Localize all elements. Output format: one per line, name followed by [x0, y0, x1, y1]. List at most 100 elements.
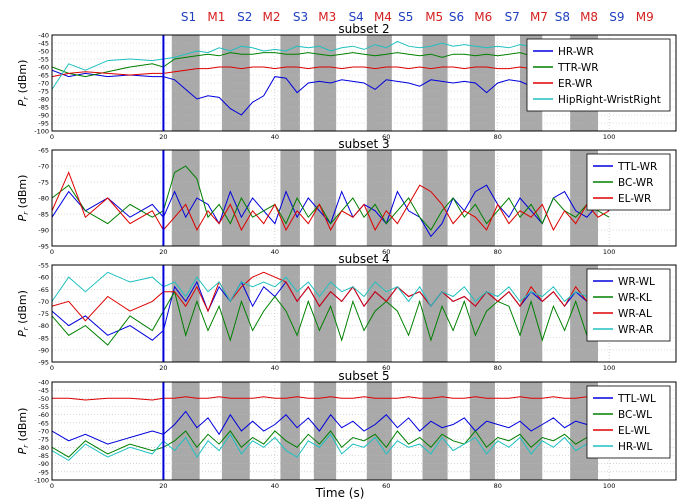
x-tick-label: 20	[159, 248, 167, 256]
y-tick-label: -40	[38, 32, 49, 40]
series-line-er-wr	[52, 66, 610, 78]
x-tick-label: 100	[603, 364, 615, 372]
legend-label: WR-AR	[618, 324, 653, 336]
shaded-interval	[520, 150, 543, 246]
shaded-interval	[469, 265, 495, 362]
panel-subset-5: -100-95-90-85-80-75-70-65-60-55-50-45-40…	[16, 369, 677, 490]
panel-title: subset 2	[338, 22, 389, 36]
x-tick-label: 0	[50, 248, 54, 256]
y-axis-label: Pr (dBm)	[16, 290, 30, 337]
panels: -100-95-90-85-80-75-70-65-60-55-50-45-40…	[16, 22, 677, 490]
marker-label-m5: M5	[425, 10, 443, 24]
legend-label: BC-WL	[618, 409, 652, 421]
y-tick-label: -45	[38, 40, 49, 48]
y-tick-label: -65	[38, 419, 49, 427]
x-tick-label: 20	[159, 482, 167, 490]
x-tick-label: 80	[494, 364, 502, 372]
marker-label-s6: S6	[449, 10, 464, 24]
series-group	[52, 165, 610, 238]
x-tick-label: 100	[603, 133, 615, 141]
y-tick-label: -75	[38, 310, 49, 318]
y-tick-label: -70	[38, 80, 49, 88]
marker-label-m8: M8	[580, 10, 598, 24]
x-tick-label: 60	[382, 133, 390, 141]
y-tick-label: -70	[38, 428, 49, 436]
y-tick-label: -95	[38, 359, 49, 367]
y-tick-label: -80	[38, 195, 49, 203]
marker-label-m1: M1	[207, 10, 225, 24]
legend-label: EL-WR	[618, 193, 651, 205]
series-line-hr-wr	[52, 69, 610, 116]
series-line-hr-wl	[52, 433, 610, 462]
y-tick-label: -95	[38, 468, 49, 476]
y-tick-label: -50	[38, 48, 49, 56]
y-tick-label: -45	[38, 387, 49, 395]
y-tick-label: -40	[38, 379, 49, 387]
y-axis-label: Pr (dBm)	[16, 60, 30, 107]
marker-label-m9: M9	[636, 10, 654, 24]
y-tick-label: -65	[38, 286, 49, 294]
x-tick-label: 0	[50, 133, 54, 141]
shaded-interval	[469, 150, 495, 246]
y-tick-label: -65	[38, 147, 49, 155]
y-tick-label: -95	[38, 243, 49, 251]
legend-label: TTL-WR	[617, 161, 657, 173]
x-tick-label: 80	[494, 248, 502, 256]
legend: HR-WR TTR-WR ER-WR HipRight-WristRight	[526, 38, 671, 112]
plot-frame	[51, 149, 677, 247]
y-tick-label: -75	[38, 436, 49, 444]
y-tick-label: -80	[38, 444, 49, 452]
marker-labels: S1 M1 S2 M2 S3 M3 S4 M4 S5 M5 S6 M6 S7 M7 S8 M8 S9 M9	[181, 10, 654, 24]
y-tick-label: -75	[38, 88, 49, 96]
series-group	[52, 396, 610, 462]
y-tick-label: -70	[38, 298, 49, 306]
x-tick-label: 40	[271, 133, 279, 141]
series-line-hipright-wristright	[52, 40, 610, 90]
x-tick-label: 40	[271, 482, 279, 490]
x-tick-label: 100	[603, 482, 615, 490]
y-tick-label: -50	[38, 395, 49, 403]
y-tick-label: -80	[38, 96, 49, 104]
y-tick-label: -85	[38, 452, 49, 460]
panel-title: subset 5	[338, 369, 389, 383]
legend-label: HR-WR	[558, 46, 594, 58]
legend: TTL-WL BC-WL EL-WL HR-WL	[586, 385, 671, 459]
legend-label: TTR-WR	[557, 62, 599, 74]
legend-label: BC-WR	[618, 177, 653, 189]
series-line-wr-kl	[52, 290, 610, 346]
legend-label: WR-AL	[618, 308, 652, 320]
marker-label-s5: S5	[398, 10, 413, 24]
x-tick-label: 80	[494, 482, 502, 490]
legend: TTL-WR BC-WR EL-WR	[586, 153, 671, 211]
marker-label-m7: M7	[530, 10, 548, 24]
shaded-interval	[422, 35, 448, 131]
series-line-el-wl	[52, 396, 610, 401]
marker-label-s3: S3	[293, 10, 308, 24]
panel-subset-2: -100-95-90-85-80-75-70-65-60-55-50-45-40…	[16, 22, 677, 141]
series-line-el-wr	[52, 171, 610, 232]
plot-frame	[51, 34, 677, 132]
y-tick-label: -100	[34, 477, 49, 485]
legend-label: ER-WR	[558, 78, 593, 90]
legend: WR-WL WR-KL WR-AL WR-AR	[586, 268, 671, 342]
legend-label: WR-WL	[618, 276, 655, 288]
x-tick-label: 20	[159, 133, 167, 141]
y-axis-label: Pr (dBm)	[16, 175, 30, 222]
y-tick-label: -85	[38, 211, 49, 219]
y-tick-label: -60	[38, 64, 49, 72]
y-tick-label: -60	[38, 411, 49, 419]
x-tick-label: 0	[50, 482, 54, 490]
legend-label: HR-WL	[618, 441, 653, 453]
legend-label: WR-KL	[618, 292, 652, 304]
legend-label: HipRight-WristRight	[558, 94, 661, 106]
x-axis-label: Time (s)	[315, 486, 365, 500]
y-tick-label: -90	[38, 346, 49, 354]
panel-subset-4: -95 -90 -85 -80 -75 -70 -65 -60 -55 0 20 40 60 80 100 s…	[16, 252, 677, 372]
x-tick-label: 60	[382, 364, 390, 372]
y-tick-label: -95	[38, 120, 49, 128]
y-axis-label: Pr (dBm)	[16, 408, 30, 455]
x-tick-label: 100	[603, 248, 615, 256]
x-tick-label: 60	[382, 248, 390, 256]
legend-label: EL-WL	[618, 425, 650, 437]
